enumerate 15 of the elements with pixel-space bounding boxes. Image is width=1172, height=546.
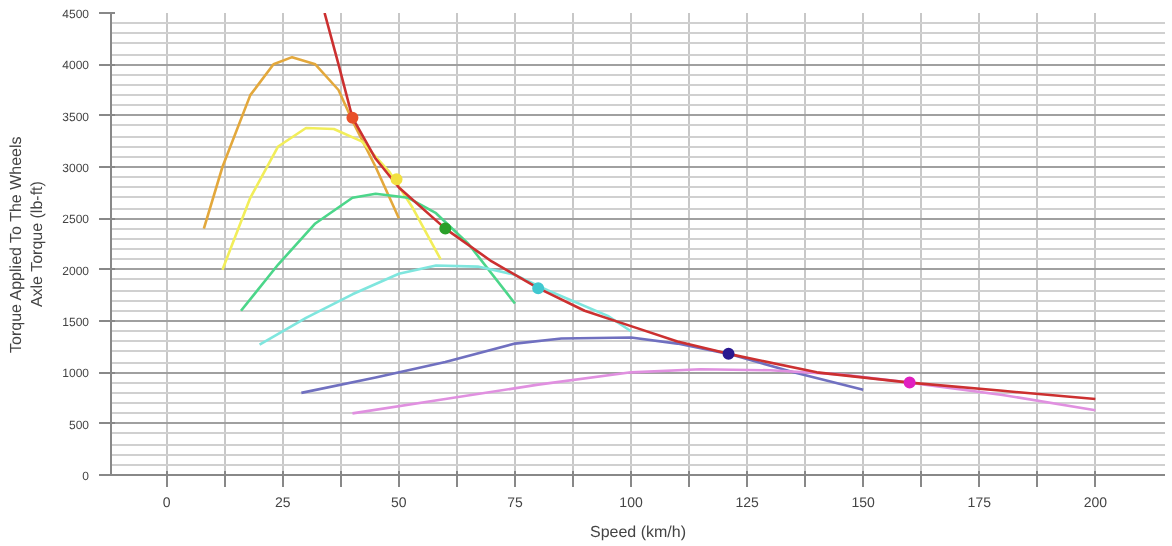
line-series	[239, 192, 517, 313]
point	[346, 111, 359, 124]
line-series	[323, 13, 1097, 401]
point	[532, 282, 545, 295]
point	[903, 376, 916, 389]
x-axis-title: Speed (km/h)	[589, 523, 687, 541]
point	[722, 347, 735, 360]
point	[390, 173, 403, 186]
line-series	[258, 264, 633, 346]
y-axis-title: Torque Applied To The Wheels Axle Torque (lb-ft)	[6, 136, 47, 353]
point	[439, 222, 452, 235]
line-series	[351, 367, 1097, 415]
line-series	[300, 336, 865, 395]
line-series	[221, 126, 442, 271]
line-series	[202, 55, 401, 230]
